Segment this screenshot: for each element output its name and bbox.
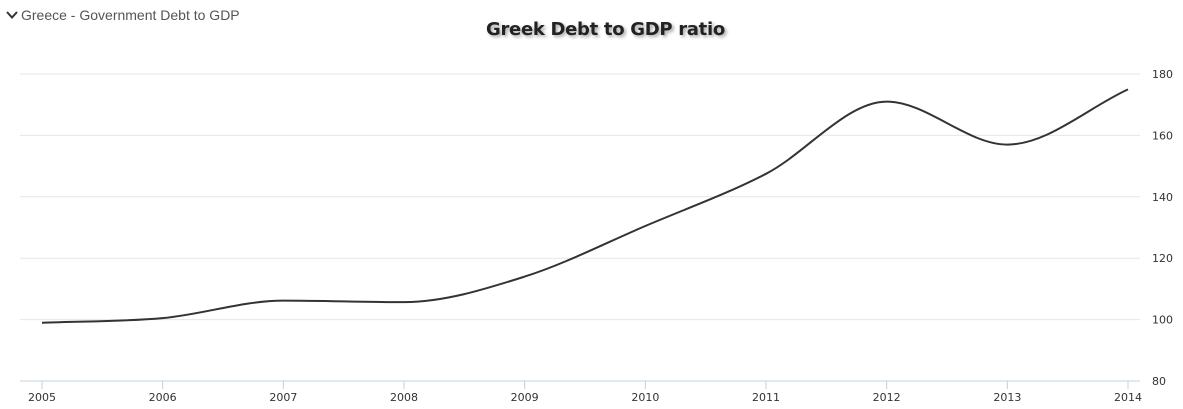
data-point-2008[interactable]: [399, 297, 409, 307]
x-axis: [20, 380, 1140, 389]
x-tick-label: 2011: [752, 391, 780, 404]
series-layer[interactable]: [37, 84, 1133, 327]
x-tick-label: 2007: [269, 391, 297, 404]
data-point-2013[interactable]: [1002, 140, 1012, 150]
data-point-2007[interactable]: [278, 296, 288, 306]
x-tick-label: 2009: [511, 391, 539, 404]
data-point-2012[interactable]: [882, 97, 892, 107]
data-point-2006[interactable]: [158, 313, 168, 323]
x-tick-label: 2008: [390, 391, 418, 404]
y-tick-label: 100: [1152, 314, 1173, 327]
data-point-2009[interactable]: [520, 272, 530, 282]
y-axis: 80 100 120 140 160 180: [1152, 68, 1173, 388]
data-point-2010[interactable]: [640, 221, 650, 231]
y-tick-label: 80: [1152, 375, 1166, 388]
y-tick-label: 160: [1152, 129, 1173, 142]
series-dropdown[interactable]: Greece - Government Debt to GDP: [6, 5, 240, 25]
series-line-0[interactable]: [41, 88, 1129, 324]
data-point-2005[interactable]: [37, 318, 47, 328]
data-point-2011[interactable]: [761, 169, 771, 179]
grid-lines: [20, 73, 1140, 321]
x-tick-label: 2006: [149, 391, 177, 404]
x-tick-label: 2012: [873, 391, 901, 404]
chart-title: Greek Debt to GDP ratio: [486, 19, 725, 40]
y-tick-label: 140: [1152, 191, 1173, 204]
x-tick-labels: 2005 2006 2007 2008 2009 2010 2011 2012 2013 2014: [28, 391, 1142, 404]
x-tick-label: 2014: [1114, 391, 1142, 404]
series-dropdown-label: Greece - Government Debt to GDP: [21, 7, 240, 23]
chevron-down-icon: [6, 10, 18, 20]
x-tick-label: 2005: [28, 391, 56, 404]
x-tick-label: 2013: [993, 391, 1021, 404]
y-tick-label: 120: [1152, 252, 1173, 265]
x-tick-label: 2010: [631, 391, 659, 404]
data-point-2014[interactable]: [1123, 84, 1133, 94]
y-tick-label: 180: [1152, 68, 1173, 81]
